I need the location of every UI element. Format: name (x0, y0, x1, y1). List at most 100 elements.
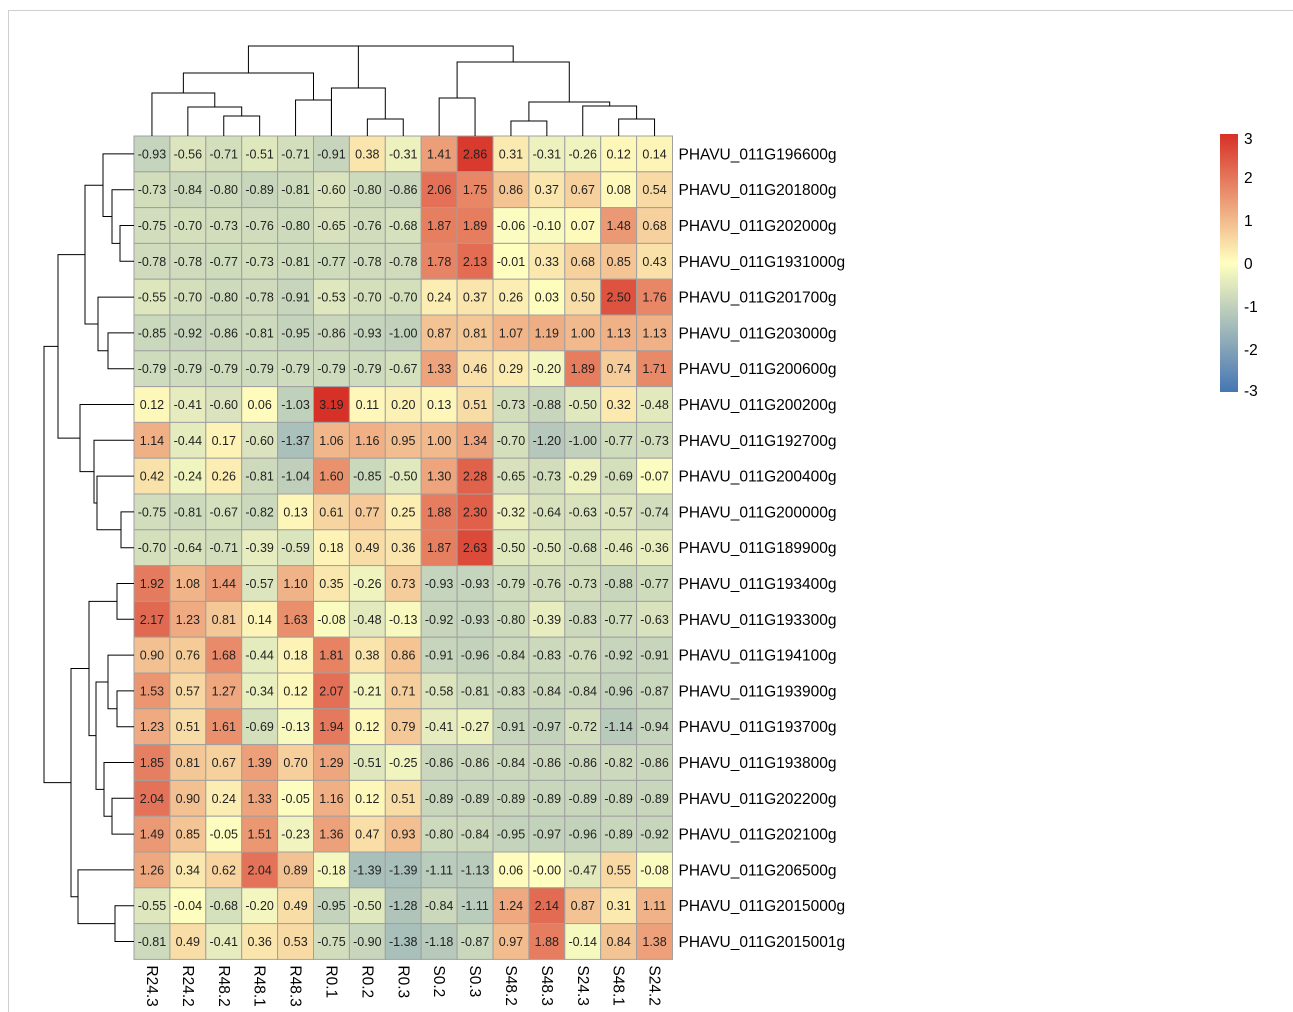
heatmap-cell (528, 171, 566, 209)
cell-value-label: -0.50 (569, 398, 598, 412)
cell-value-label: 1.63 (283, 613, 307, 627)
cell-value-label: 0.17 (212, 434, 236, 448)
cell-value-label: -0.70 (389, 291, 418, 305)
cell-value-label: 0.13 (283, 505, 307, 519)
cell-value-label: -0.50 (353, 899, 382, 913)
cell-value-label: -0.81 (245, 470, 274, 484)
heatmap-cell (133, 314, 171, 352)
cell-value-label: -0.93 (425, 577, 454, 591)
cell-value-label: 1.38 (642, 935, 666, 949)
cell-value-label: 0.47 (355, 828, 379, 842)
cell-value-label: 0.90 (176, 792, 200, 806)
heatmap-cell (205, 636, 243, 674)
cell-value-label: -1.39 (389, 863, 418, 877)
cell-value-label: -0.64 (533, 505, 562, 519)
cell-value-label: -0.58 (425, 684, 454, 698)
row-dendrogram-branch (111, 797, 134, 835)
cell-value-label: -0.53 (317, 291, 346, 305)
heatmap-cell (205, 242, 243, 280)
cell-value-label: 0.84 (606, 935, 630, 949)
cell-value-label: -0.78 (245, 291, 274, 305)
heatmap-cell (241, 529, 279, 567)
cell-value-label: -0.59 (281, 541, 310, 555)
cell-value-label: -0.92 (604, 649, 633, 663)
cell-value-label: -0.84 (425, 899, 454, 913)
cell-value-label: -0.41 (210, 935, 239, 949)
row-dendrogram-branch (79, 404, 134, 473)
cell-value-label: -0.34 (245, 684, 274, 698)
heatmap-cell (348, 708, 386, 746)
cell-value-label: 3.19 (319, 398, 343, 412)
heatmap-cell (456, 636, 494, 674)
cell-value-label: -0.31 (533, 147, 562, 161)
cell-value-label: -0.73 (138, 183, 167, 197)
heatmap-cell (205, 314, 243, 352)
cell-value-label: 1.06 (319, 434, 343, 448)
heatmap-cell (277, 314, 315, 352)
row-dendrogram-branch (116, 583, 134, 620)
cell-value-label: -1.38 (389, 935, 418, 949)
heatmap-cell (492, 744, 530, 781)
heatmap-cell (348, 457, 386, 495)
row-label: PHAVU_011G202200g (679, 791, 837, 808)
heatmap-cell (277, 672, 315, 710)
heatmap-cell (348, 887, 386, 925)
cell-value-label: 0.37 (535, 183, 559, 197)
cell-value-label: 0.26 (212, 470, 236, 484)
cell-value-label: -1.18 (425, 935, 454, 949)
cell-value-label: -0.97 (533, 720, 562, 734)
heatmap-cell (528, 457, 566, 495)
heatmap-cell (313, 350, 350, 388)
heatmap-cell (348, 493, 386, 531)
heatmap-cell (384, 242, 422, 280)
column-label: S48.3 (538, 965, 555, 1006)
cell-value-label: -0.87 (461, 935, 490, 949)
heatmap-cell (205, 923, 243, 960)
cell-value-label: 0.06 (499, 863, 523, 877)
cell-value-label: 1.30 (427, 470, 451, 484)
cell-value-label: -1.11 (461, 899, 489, 913)
cell-value-label: 1.89 (463, 219, 487, 233)
heatmap-cell (133, 529, 171, 567)
heatmap-cell (420, 744, 458, 781)
cell-value-label: -0.20 (533, 362, 562, 376)
heatmap-cell (492, 600, 530, 638)
heatmap-cell (492, 636, 530, 674)
heatmap-cell (313, 242, 350, 280)
cell-value-label: 0.34 (176, 863, 200, 877)
cell-value-label: -0.89 (245, 183, 274, 197)
cell-value-label: 2.86 (463, 147, 487, 161)
cell-value-label: -0.55 (138, 291, 167, 305)
column-label: R24.3 (143, 965, 160, 1006)
cell-value-label: 1.00 (571, 326, 595, 340)
heatmap-cell (348, 171, 386, 209)
cell-value-label: 0.12 (355, 792, 379, 806)
cell-value-label: -0.86 (210, 326, 239, 340)
heatmap-cell (133, 708, 171, 746)
cell-value-label: -0.86 (569, 756, 598, 770)
row-dendrogram-branch (70, 668, 89, 898)
heatmap-cell (313, 529, 350, 567)
cell-value-label: 0.79 (391, 720, 415, 734)
heatmap-cell (636, 851, 673, 889)
cell-value-label: 1.68 (212, 649, 236, 663)
cell-value-label: 1.13 (606, 326, 630, 340)
heatmap-cell (348, 421, 386, 459)
row-dendrogram-branch (119, 225, 134, 262)
heatmap-cell (528, 314, 566, 352)
cell-value-label: 1.11 (643, 899, 666, 913)
cell-value-label: -0.82 (604, 756, 633, 770)
cell-value-label: -0.73 (497, 398, 526, 412)
heatmap-cell (133, 278, 171, 316)
heatmap-cell (313, 493, 350, 531)
cell-value-label: -0.77 (604, 613, 633, 627)
column-labels: R24.3 R24.2 R48.2 R48.1 R48.3 R0.1 R0.2 R0.3 S0.… (143, 965, 663, 1006)
cell-value-label: 0.86 (499, 183, 523, 197)
cell-value-label: -0.84 (533, 684, 562, 698)
heatmap-cell (313, 887, 350, 925)
cell-value-label: -0.04 (174, 899, 203, 913)
heatmap-cell (384, 457, 422, 495)
heatmap-cell (169, 314, 207, 352)
cell-value-label: 0.35 (319, 577, 343, 591)
row-label: PHAVU_011G193400g (679, 576, 837, 593)
